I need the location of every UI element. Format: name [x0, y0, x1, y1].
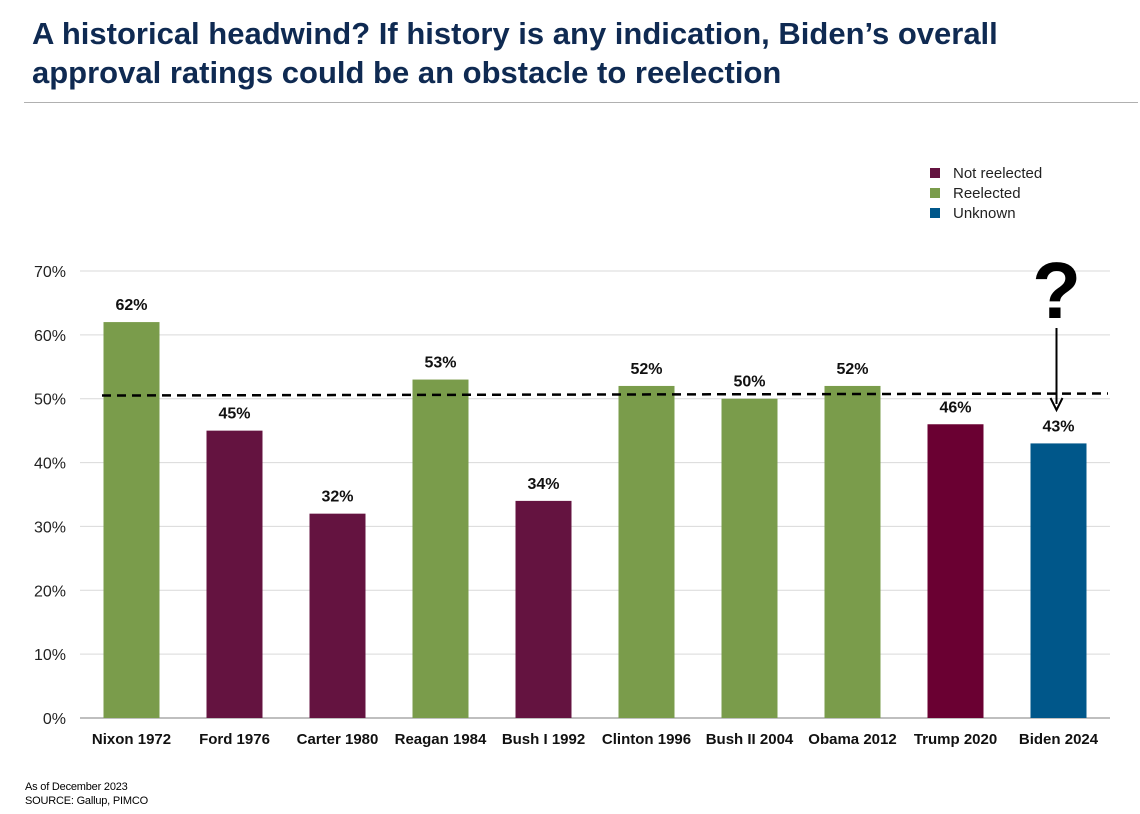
y-tick-label: 20% — [34, 583, 66, 600]
legend-label-reelected: Reelected — [953, 184, 1021, 202]
bar — [206, 430, 263, 718]
title-divider — [24, 102, 1138, 103]
y-tick-label: 60% — [34, 328, 66, 345]
legend-label-not-reelected: Not reelected — [953, 164, 1043, 182]
bar — [618, 385, 675, 718]
question-mark-annotation: ? — [1032, 246, 1081, 335]
footer-as-of: As of December 2023 — [25, 781, 128, 793]
legend-swatch-unknown — [930, 208, 940, 218]
y-tick-label: 0% — [43, 711, 66, 728]
x-tick-label: Obama 2012 — [808, 731, 896, 748]
bar — [721, 398, 778, 718]
data-label: 32% — [321, 489, 353, 506]
legend: Not reelected Reelected Unknown — [930, 163, 1042, 223]
data-label: 52% — [836, 361, 868, 378]
data-label: 52% — [630, 361, 662, 378]
x-tick-label: Reagan 1984 — [395, 731, 487, 748]
legend-label-unknown: Unknown — [953, 204, 1016, 222]
x-tick-label: Ford 1976 — [199, 731, 270, 748]
x-tick-label: Biden 2024 — [1019, 731, 1099, 748]
x-tick-label: Clinton 1996 — [602, 731, 691, 748]
legend-swatch-reelected — [930, 188, 940, 198]
legend-item-reelected: Reelected — [930, 183, 1042, 203]
bar — [1030, 443, 1087, 718]
data-label: 53% — [424, 355, 456, 372]
reference-line — [101, 392, 1109, 397]
legend-item-not-reelected: Not reelected — [930, 163, 1042, 183]
x-tick-label: Nixon 1972 — [92, 731, 171, 748]
bar — [927, 424, 984, 718]
bar — [103, 322, 160, 718]
data-label: 50% — [733, 374, 765, 391]
footer-source: SOURCE: Gallup, PIMCO — [25, 795, 148, 807]
data-label: 43% — [1042, 418, 1074, 435]
legend-swatch-not-reelected — [930, 168, 940, 178]
x-tick-label: Bush II 2004 — [706, 731, 794, 748]
y-tick-label: 30% — [34, 519, 66, 536]
annotation-arrow-head — [1049, 397, 1064, 413]
page-title: A historical headwind? If history is any… — [32, 16, 998, 90]
y-tick-label: 40% — [34, 456, 66, 473]
bar — [412, 379, 469, 718]
y-tick-label: 50% — [34, 392, 66, 409]
x-tick-label: Bush I 1992 — [502, 731, 585, 748]
bar — [515, 500, 572, 718]
bar — [824, 385, 881, 718]
data-label: 34% — [527, 476, 559, 493]
data-label: 46% — [939, 399, 971, 416]
x-tick-label: Trump 2020 — [914, 731, 997, 748]
data-label: 62% — [115, 297, 147, 314]
x-tick-label: Carter 1980 — [297, 731, 379, 748]
bar — [309, 513, 366, 718]
legend-item-unknown: Unknown — [930, 203, 1042, 223]
y-tick-label: 70% — [34, 264, 66, 281]
data-label: 45% — [218, 406, 250, 423]
y-tick-label: 10% — [34, 647, 66, 664]
